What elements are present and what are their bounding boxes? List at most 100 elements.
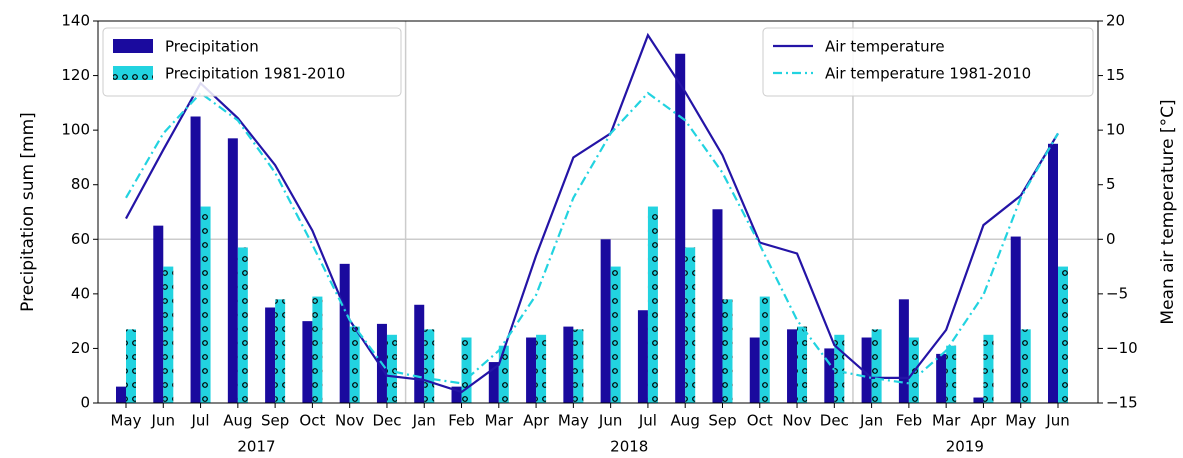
bar bbox=[126, 329, 136, 403]
bar bbox=[573, 329, 584, 403]
x-tick-label: May bbox=[558, 412, 589, 430]
bar bbox=[265, 307, 276, 403]
y-tick-label: 40 bbox=[71, 284, 90, 302]
bar bbox=[227, 138, 238, 404]
bar bbox=[647, 206, 658, 403]
x-tick-label: Sep bbox=[261, 412, 289, 430]
bar bbox=[973, 397, 984, 403]
line bbox=[125, 91, 1059, 385]
bar bbox=[722, 299, 733, 403]
bar bbox=[498, 345, 509, 403]
bar bbox=[488, 362, 499, 403]
bar bbox=[685, 247, 696, 403]
legend-label: Air temperature 1981-2010 bbox=[825, 65, 1031, 83]
y2-tick-label: 5 bbox=[1106, 175, 1116, 193]
x-tick-label: Apr bbox=[523, 412, 550, 430]
bar bbox=[637, 310, 648, 403]
bar bbox=[414, 304, 425, 403]
bar bbox=[946, 345, 957, 403]
x-tick-label: Mar bbox=[485, 412, 514, 430]
bar bbox=[153, 225, 164, 403]
legend-box bbox=[762, 27, 1094, 97]
bar bbox=[1010, 236, 1021, 403]
bar bbox=[1058, 266, 1068, 403]
legend-box bbox=[102, 27, 402, 97]
bar bbox=[116, 386, 126, 403]
bar bbox=[339, 263, 350, 403]
bar bbox=[871, 329, 882, 403]
legend-swatch bbox=[113, 66, 153, 80]
x-tick-label: Jun bbox=[1045, 412, 1069, 430]
y2-tick-label: −15 bbox=[1106, 394, 1138, 412]
bar bbox=[600, 239, 611, 403]
x-group-label: 2017 bbox=[237, 438, 275, 456]
line bbox=[125, 32, 1059, 394]
bar bbox=[824, 348, 835, 403]
y2-axis-label: Mean air temperature [°C] bbox=[1158, 99, 1178, 324]
bar bbox=[526, 337, 537, 403]
bar bbox=[237, 247, 248, 403]
y-tick-label: 140 bbox=[61, 12, 90, 30]
y-axis-label: Precipitation sum [mm] bbox=[18, 112, 38, 312]
bar bbox=[302, 321, 313, 403]
bar bbox=[936, 353, 947, 403]
bar bbox=[834, 334, 845, 403]
y-tick-label: 60 bbox=[71, 230, 90, 248]
y2-tick-label: 0 bbox=[1106, 230, 1116, 248]
x-tick-label: Nov bbox=[335, 412, 364, 430]
x-tick-label: Aug bbox=[671, 412, 700, 430]
x-tick-label: Apr bbox=[970, 412, 997, 430]
x-tick-label: Jun bbox=[598, 412, 622, 430]
bar bbox=[787, 329, 798, 403]
y-tick-label: 100 bbox=[61, 121, 90, 139]
x-tick-label: Nov bbox=[782, 412, 811, 430]
bar bbox=[610, 266, 621, 403]
x-tick-label: Jan bbox=[412, 412, 436, 430]
x-tick-label: May bbox=[110, 412, 141, 430]
x-tick-label: Jun bbox=[151, 412, 175, 430]
x-tick-label: Dec bbox=[820, 412, 849, 430]
x-tick-label: Aug bbox=[223, 412, 252, 430]
y2-tick-label: 15 bbox=[1106, 66, 1125, 84]
x-tick-label: Jan bbox=[859, 412, 883, 430]
x-tick-label: Jul bbox=[638, 412, 657, 430]
bar bbox=[983, 334, 994, 403]
x-tick-label: Sep bbox=[708, 412, 736, 430]
x-tick-label: Jul bbox=[191, 412, 210, 430]
legend-label: Precipitation 1981-2010 bbox=[165, 65, 345, 83]
bar bbox=[898, 299, 909, 403]
bar bbox=[712, 209, 723, 403]
bar bbox=[536, 334, 547, 403]
x-tick-label: Feb bbox=[448, 412, 475, 430]
y2-tick-label: 20 bbox=[1106, 12, 1125, 30]
bar bbox=[163, 266, 174, 403]
plot-frame bbox=[97, 20, 1099, 404]
bar bbox=[349, 326, 360, 403]
bar bbox=[275, 299, 286, 403]
bar bbox=[312, 296, 323, 403]
bar bbox=[386, 334, 397, 403]
x-tick-label: Oct bbox=[747, 412, 773, 430]
bar bbox=[759, 296, 770, 403]
y-tick-label: 0 bbox=[80, 394, 90, 412]
bar bbox=[797, 326, 808, 403]
y-tick-label: 80 bbox=[71, 175, 90, 193]
bar bbox=[424, 329, 435, 403]
bar bbox=[451, 386, 462, 403]
bar bbox=[1048, 143, 1058, 404]
bar bbox=[749, 337, 760, 403]
x-group-label: 2018 bbox=[610, 438, 648, 456]
x-tick-label: Feb bbox=[896, 412, 923, 430]
bar bbox=[200, 206, 211, 403]
y-tick-label: 120 bbox=[61, 66, 90, 84]
bar bbox=[563, 326, 574, 403]
bar bbox=[190, 116, 201, 403]
legend-label: Air temperature bbox=[825, 38, 945, 56]
x-tick-label: Dec bbox=[372, 412, 401, 430]
legend-swatch bbox=[113, 39, 153, 53]
y2-tick-label: −5 bbox=[1106, 284, 1128, 302]
x-tick-label: May bbox=[1005, 412, 1036, 430]
bar bbox=[675, 53, 686, 403]
bar bbox=[461, 337, 472, 403]
